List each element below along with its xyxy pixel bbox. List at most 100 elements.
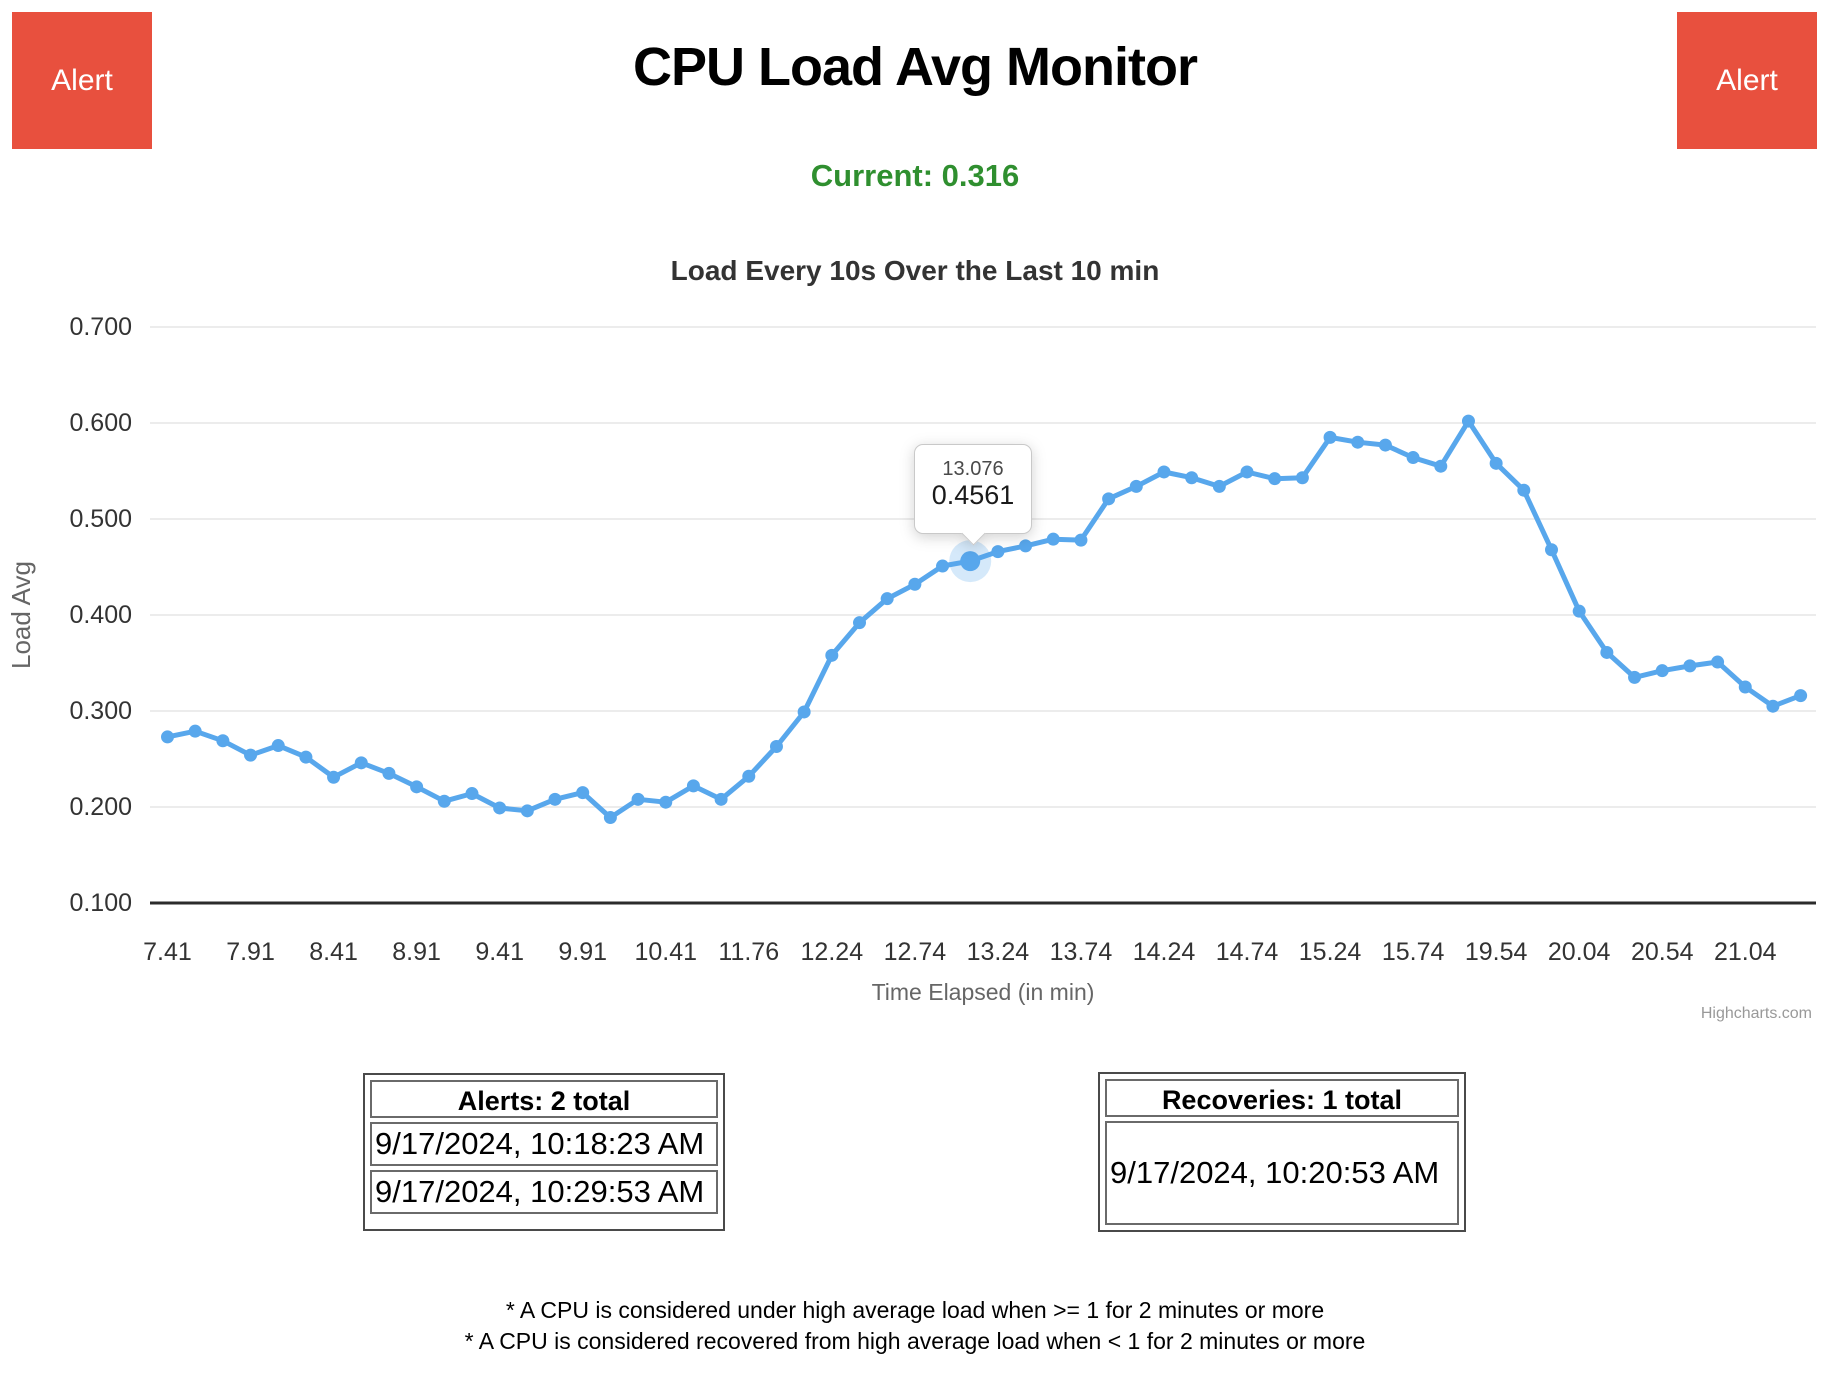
data-point[interactable] — [1129, 479, 1143, 493]
timestamp-row: 9/17/2024, 10:29:53 AM — [370, 1170, 718, 1214]
data-point[interactable] — [1683, 659, 1697, 673]
data-point[interactable] — [742, 769, 756, 783]
data-point[interactable] — [244, 748, 258, 762]
x-axis-tick-label: 7.91 — [226, 938, 275, 966]
data-point[interactable] — [1461, 414, 1475, 428]
data-point[interactable] — [1545, 543, 1558, 557]
x-axis-tick-label: 8.91 — [392, 938, 441, 966]
data-point[interactable] — [1074, 533, 1088, 547]
tooltip-y-value: 0.4561 — [931, 480, 1015, 510]
data-point[interactable] — [520, 804, 534, 818]
data-point[interactable] — [493, 801, 507, 815]
data-point[interactable] — [1240, 465, 1254, 479]
data-point[interactable] — [991, 545, 1005, 559]
data-point[interactable] — [1600, 645, 1614, 659]
footnote-recovered: * A CPU is considered recovered from hig… — [464, 1328, 1366, 1354]
alert-button-right[interactable]: Alert — [1677, 12, 1817, 149]
data-point[interactable] — [714, 792, 728, 806]
data-point[interactable] — [797, 705, 811, 719]
current-load-value: Current: 0.316 — [810, 158, 1020, 193]
data-point[interactable] — [1794, 689, 1808, 703]
data-point[interactable] — [465, 787, 479, 801]
x-axis-tick-label: 21.04 — [1714, 938, 1777, 966]
y-axis-tick-label: 0.600 — [69, 409, 132, 437]
data-point[interactable] — [1711, 655, 1725, 669]
highcharts-credit[interactable]: Highcharts.com — [1701, 1005, 1812, 1022]
data-point[interactable] — [1378, 438, 1392, 452]
x-axis-tick-label: 14.24 — [1133, 938, 1196, 966]
load-chart-canvas[interactable]: 0.700 0.600 0.500 0.400 0.300 0.200 0.100 7.41 7… — [0, 210, 1830, 1040]
x-axis-tick-label: 7.41 — [143, 938, 192, 966]
x-axis-tick-label: 11.76 — [718, 938, 779, 966]
data-point[interactable] — [327, 770, 341, 784]
data-point[interactable] — [382, 766, 396, 780]
x-axis-tick-label: 9.91 — [558, 938, 607, 966]
data-point[interactable] — [1323, 430, 1337, 444]
data-point[interactable] — [216, 734, 230, 748]
data-point[interactable] — [437, 794, 451, 808]
data-point[interactable] — [410, 780, 424, 794]
data-point[interactable] — [1046, 532, 1060, 546]
data-point-hovered[interactable] — [960, 551, 981, 572]
data-point[interactable] — [1157, 465, 1171, 479]
data-point[interactable] — [1295, 471, 1309, 485]
data-point[interactable] — [1738, 680, 1752, 694]
data-point[interactable] — [1268, 472, 1282, 486]
data-point[interactable] — [825, 648, 839, 662]
x-axis-tick-label: 12.24 — [801, 938, 864, 966]
x-axis-tick-label: 19.54 — [1465, 938, 1528, 966]
data-point[interactable] — [299, 750, 313, 764]
data-point[interactable] — [1434, 459, 1448, 473]
data-point[interactable] — [1628, 670, 1642, 684]
data-point[interactable] — [769, 740, 783, 754]
y-axis-tick-label: 0.100 — [69, 889, 132, 917]
timestamp-row: 9/17/2024, 10:18:23 AM — [370, 1122, 718, 1166]
data-point[interactable] — [161, 730, 174, 744]
data-point[interactable] — [548, 792, 562, 806]
data-point[interactable] — [188, 724, 202, 738]
data-point[interactable] — [603, 811, 617, 825]
x-axis-tick-label: 12.74 — [884, 938, 947, 966]
data-point[interactable] — [880, 592, 894, 606]
data-point[interactable] — [1351, 435, 1365, 449]
data-point[interactable] — [853, 616, 866, 630]
data-point[interactable] — [1102, 492, 1116, 506]
alerts-table: Alerts: 2 total 9/17/2024, 10:18:23 AM 9/… — [363, 1073, 725, 1231]
data-point[interactable] — [1517, 483, 1531, 497]
x-axis-title: Time Elapsed (in min) — [872, 979, 1095, 1005]
x-axis-tick-label: 20.04 — [1548, 938, 1611, 966]
x-axis-tick-label: 13.24 — [967, 938, 1030, 966]
recoveries-table: Recoveries: 1 total 9/17/2024, 10:20:53 … — [1098, 1072, 1466, 1232]
recoveries-table-header: Recoveries: 1 total — [1105, 1079, 1459, 1117]
x-axis-tick-label: 10.41 — [634, 938, 697, 966]
data-point[interactable] — [1766, 699, 1780, 713]
alert-button-left[interactable]: Alert — [12, 12, 152, 149]
y-axis-title: Load Avg — [6, 561, 36, 669]
x-axis-tick-label: 8.41 — [309, 938, 358, 966]
data-point[interactable] — [908, 577, 922, 591]
y-axis-tick-label: 0.400 — [69, 601, 132, 629]
chart-tooltip: 13.076 0.4561 — [914, 444, 1032, 534]
data-point[interactable] — [686, 779, 700, 793]
data-point[interactable] — [271, 739, 285, 753]
x-axis-tick-label: 15.24 — [1299, 938, 1362, 966]
data-point[interactable] — [936, 559, 950, 573]
tooltip-x-value: 13.076 — [942, 458, 1004, 480]
data-point[interactable] — [1185, 471, 1199, 485]
y-axis-tick-label: 0.300 — [69, 697, 132, 725]
data-point[interactable] — [631, 792, 645, 806]
data-point[interactable] — [1655, 664, 1669, 678]
x-axis-tick-label: 15.74 — [1382, 938, 1445, 966]
footnotes: * A CPU is considered under high average… — [0, 1295, 1830, 1357]
data-point[interactable] — [1489, 456, 1503, 470]
y-axis-tick-label: 0.700 — [69, 313, 132, 341]
data-point[interactable] — [1572, 604, 1586, 618]
data-point[interactable] — [1212, 479, 1226, 493]
data-point[interactable] — [354, 756, 368, 770]
data-point[interactable] — [1019, 539, 1033, 553]
timestamp-row: 9/17/2024, 10:20:53 AM — [1105, 1121, 1459, 1225]
data-point[interactable] — [659, 795, 673, 809]
data-point[interactable] — [576, 786, 590, 800]
data-point[interactable] — [1406, 451, 1420, 465]
